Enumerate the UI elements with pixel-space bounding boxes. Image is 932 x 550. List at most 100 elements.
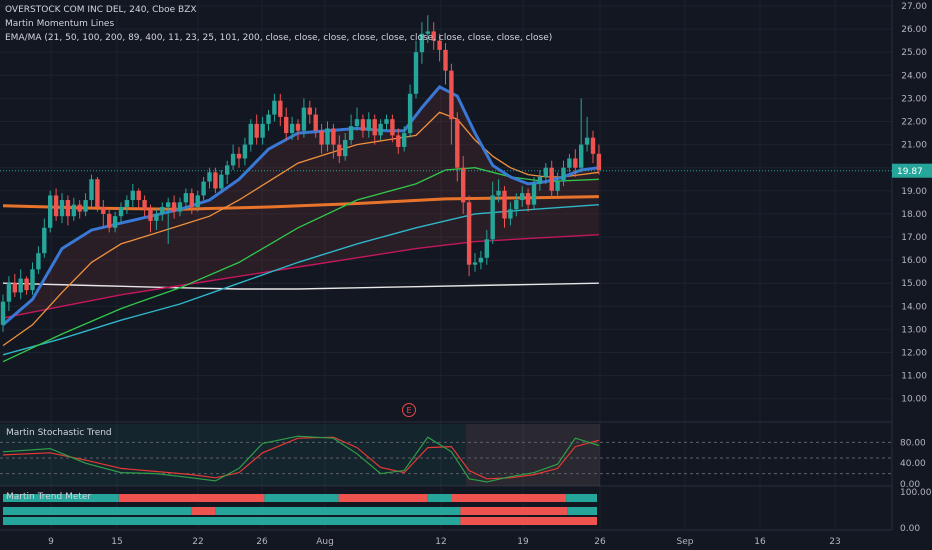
- ema-line-5: [2, 282, 599, 290]
- candle-body: [319, 130, 324, 145]
- candle-body: [531, 183, 537, 205]
- candle-body: [136, 190, 141, 201]
- candle-body: [573, 158, 578, 168]
- candle-body: [402, 133, 407, 147]
- ema-line-1: [2, 111, 599, 347]
- candle-body: [242, 144, 248, 159]
- candle-body: [584, 137, 590, 145]
- candle-body: [331, 128, 336, 145]
- y-tick-label: 18.00: [901, 210, 927, 220]
- trend-meter-title: Martin Trend Meter: [6, 492, 92, 502]
- y-tick-label: 11.00: [901, 372, 927, 382]
- stoch-tick-label: 80.00: [900, 438, 926, 448]
- y-tick-label: 13.00: [901, 325, 927, 335]
- earnings-marker-icon[interactable]: E: [402, 403, 416, 417]
- candle-body: [360, 119, 366, 131]
- candle-body: [325, 128, 330, 145]
- chart-legend: OVERSTOCK COM INC DEL, 240, Cboe BZX Mar…: [5, 3, 552, 45]
- candle-body: [520, 193, 525, 201]
- stoch-red-line: [2, 436, 600, 480]
- candle-body: [101, 206, 106, 214]
- candle-body: [124, 200, 130, 207]
- trend-meter-segment: [3, 517, 461, 525]
- candle-body: [36, 253, 41, 270]
- x-tick-label: 15: [111, 537, 122, 547]
- candle-body: [236, 153, 242, 159]
- y-tick-label: 15.00: [901, 279, 927, 289]
- x-tick-label: 26: [594, 537, 606, 547]
- candle-body: [71, 204, 76, 217]
- x-tick-label: 12: [435, 537, 446, 547]
- candle-body: [431, 31, 436, 41]
- stoch-bg: [0, 424, 600, 486]
- candle-body: [425, 31, 430, 34]
- candle-body: [307, 107, 312, 115]
- y-tick-label: 26.00: [901, 25, 927, 35]
- candle-body: [354, 119, 360, 127]
- candle-body: [413, 52, 419, 94]
- candle-body: [590, 137, 596, 154]
- candle-body: [478, 257, 484, 263]
- trend-meter-segment: [427, 494, 452, 502]
- stoch-green-line: [2, 435, 600, 483]
- y-tick-label: 24.00: [901, 71, 927, 81]
- ema-line-0: [2, 85, 600, 326]
- symbol-title: OVERSTOCK COM INC DEL, 240, Cboe BZX: [5, 5, 197, 15]
- trend-meter-segment: [460, 507, 568, 515]
- stoch-bg-red: [466, 424, 600, 486]
- candle-body: [12, 283, 17, 293]
- trend-meter-segment: [191, 507, 216, 515]
- candle-body: [42, 227, 47, 254]
- candle-body: [213, 172, 218, 189]
- candle-body: [177, 202, 183, 212]
- candle-body: [171, 202, 177, 212]
- candle-body: [183, 193, 189, 203]
- y-tick-label: 17.00: [901, 233, 927, 243]
- candle-body: [248, 123, 253, 145]
- ema-line-6: [2, 195, 599, 211]
- y-tick-label: 23.00: [901, 94, 927, 104]
- trend-meter-segment: [118, 494, 265, 502]
- candle-body: [366, 119, 371, 131]
- candle-body: [502, 190, 507, 219]
- x-tick-label: 26: [256, 537, 268, 547]
- indicator-name: Martin Momentum Lines: [5, 19, 115, 29]
- candle-body: [419, 33, 425, 53]
- trend-meter-segment: [567, 507, 597, 515]
- x-tick-label: 9: [48, 537, 54, 547]
- candle-body: [396, 135, 401, 147]
- x-tick-label: Sep: [677, 537, 694, 547]
- candle-body: [348, 126, 354, 140]
- candle-body: [195, 195, 200, 207]
- candle-body: [537, 176, 543, 184]
- candle-body: [337, 144, 342, 157]
- candle-body: [201, 181, 206, 196]
- candle-body: [154, 213, 159, 221]
- x-tick-label: Aug: [316, 537, 334, 547]
- candle-body: [272, 100, 277, 115]
- candle-body: [48, 195, 53, 228]
- candle-body: [449, 70, 454, 120]
- y-tick-label: 16.00: [901, 256, 927, 266]
- trend-tick-label: 100.00: [900, 488, 932, 498]
- price-tag: 19.87: [897, 167, 923, 177]
- candle-body: [295, 123, 301, 131]
- y-tick-label: 10.00: [901, 395, 927, 405]
- y-tick-label: 12.00: [901, 349, 927, 359]
- trend-meter-segment: [215, 507, 461, 515]
- candle-body: [24, 278, 29, 291]
- candle-body: [0, 301, 6, 325]
- candle-body: [543, 167, 548, 177]
- candle-body: [30, 269, 35, 291]
- x-tick-label: 16: [754, 537, 766, 547]
- candle-body: [230, 153, 236, 166]
- candle-body: [384, 119, 389, 124]
- candle-body: [443, 49, 448, 71]
- candle-body: [160, 206, 165, 214]
- candle-body: [579, 144, 584, 168]
- candle-body: [466, 202, 472, 265]
- y-tick-label: 27.00: [901, 2, 927, 12]
- trend-meter-segment: [264, 494, 339, 502]
- ema-settings: EMA/MA (21, 50, 100, 200, 89, 400, 11, 2…: [5, 33, 553, 43]
